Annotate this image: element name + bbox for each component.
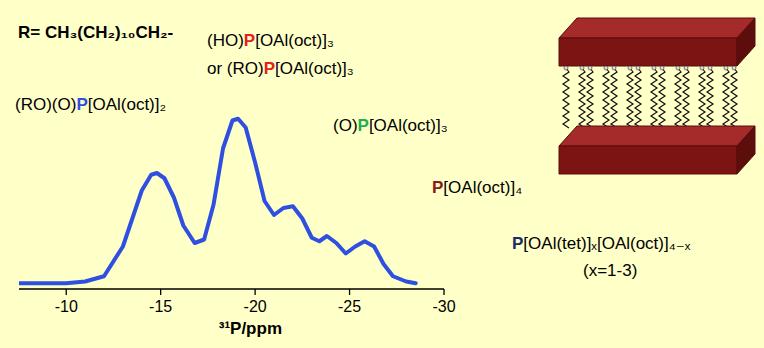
annotation-part: [OAl(tet)]ₓ[OAl(oct)]₄₋ₓ [523,234,690,253]
annotation-part: P [512,234,523,253]
x-tick-label: -25 [338,298,361,315]
annotation: P[OAl(tet)]ₓ[OAl(oct)]₄₋ₓ [512,234,691,253]
chain-head [660,66,664,70]
annotation-part: [OAl(oct)]₃ [255,31,334,50]
annotation-part: (x=1-3) [583,261,637,280]
x-axis-line [19,288,444,290]
alkyl-chain [675,68,681,128]
alkyl-chain [651,68,657,132]
annotation: (O)P[OAl(oct)]₃ [333,116,448,135]
annotation-part: or (RO) [207,59,264,78]
slab-side [737,18,755,66]
slab-front [559,38,737,66]
annotation-part: [OAl(oct)]₃ [275,59,354,78]
annotation-part: P [432,178,443,197]
annotation-part: P [244,31,255,50]
alkyl-chain [603,68,609,128]
slab-top [559,18,755,38]
alkyl-chain [563,68,569,128]
annotation-part: [OAl(oct)]₂ [88,95,166,114]
slab-side [737,126,755,174]
background [0,0,764,348]
x-tick-label: -10 [55,298,78,315]
chain-head [612,66,616,70]
x-tick [254,289,255,295]
spectrum-line [19,119,416,284]
chain-head [700,66,704,70]
annotation: (RO)(O)P[OAl(oct)]₂ [15,95,166,114]
chain-head [676,66,680,70]
alkyl-chain [611,68,617,132]
x-tick [443,289,444,295]
annotation-part: [OAl(oct)]₃ [369,116,448,135]
annotation: (x=1-3) [583,261,637,280]
x-tick [66,289,67,295]
chain-head [684,66,688,70]
alkyl-chain [723,68,729,132]
annotation: or (RO)P[OAl(oct)]₃ [207,59,354,78]
figure: -10 -15 -20 -25 -30 ³¹P/ppm R= CH₃(CH₂)₁₀CH₂- (… [0,0,764,348]
alkyl-chain [683,68,689,132]
alkyl-chain [579,68,585,132]
chain-head [724,66,728,70]
annotation: R= CH₃(CH₂)₁₀CH₂- [18,23,173,42]
chain-head [564,66,568,70]
annotation-part: P [358,116,369,135]
chain-head [636,66,640,70]
chain-head [588,66,592,70]
layered-structure [559,18,755,174]
x-tick-label: -20 [244,298,267,315]
chain-head [580,66,584,70]
x-tick [160,289,161,295]
slab-top [559,126,755,146]
alkyl-chain [635,68,641,128]
annotation-part: R= CH₃(CH₂)₁₀CH₂- [18,23,173,42]
x-axis-title: ³¹P/ppm [219,319,282,338]
annotation-part: (O) [333,116,358,135]
alkyl-chain [707,68,713,128]
annotation-part: P [264,59,275,78]
annotation-part: (RO)(O) [15,95,76,114]
plot-area [19,119,416,284]
chain-head [628,66,632,70]
chain-head [708,66,712,70]
chain-head [652,66,656,70]
annotation: P[OAl(oct)]₄ [432,178,522,197]
annotation-part: P [76,95,87,114]
annotation-part: (HO) [207,31,244,50]
x-tick-label: -30 [432,298,455,315]
chain-head [732,66,736,70]
slab-front [559,146,737,174]
annotation: (HO)P[OAl(oct)]₃ [207,31,334,50]
chain-head [604,66,608,70]
x-tick [349,289,350,295]
x-tick-label: -15 [149,298,172,315]
annotation-part: [OAl(oct)]₄ [443,178,522,197]
